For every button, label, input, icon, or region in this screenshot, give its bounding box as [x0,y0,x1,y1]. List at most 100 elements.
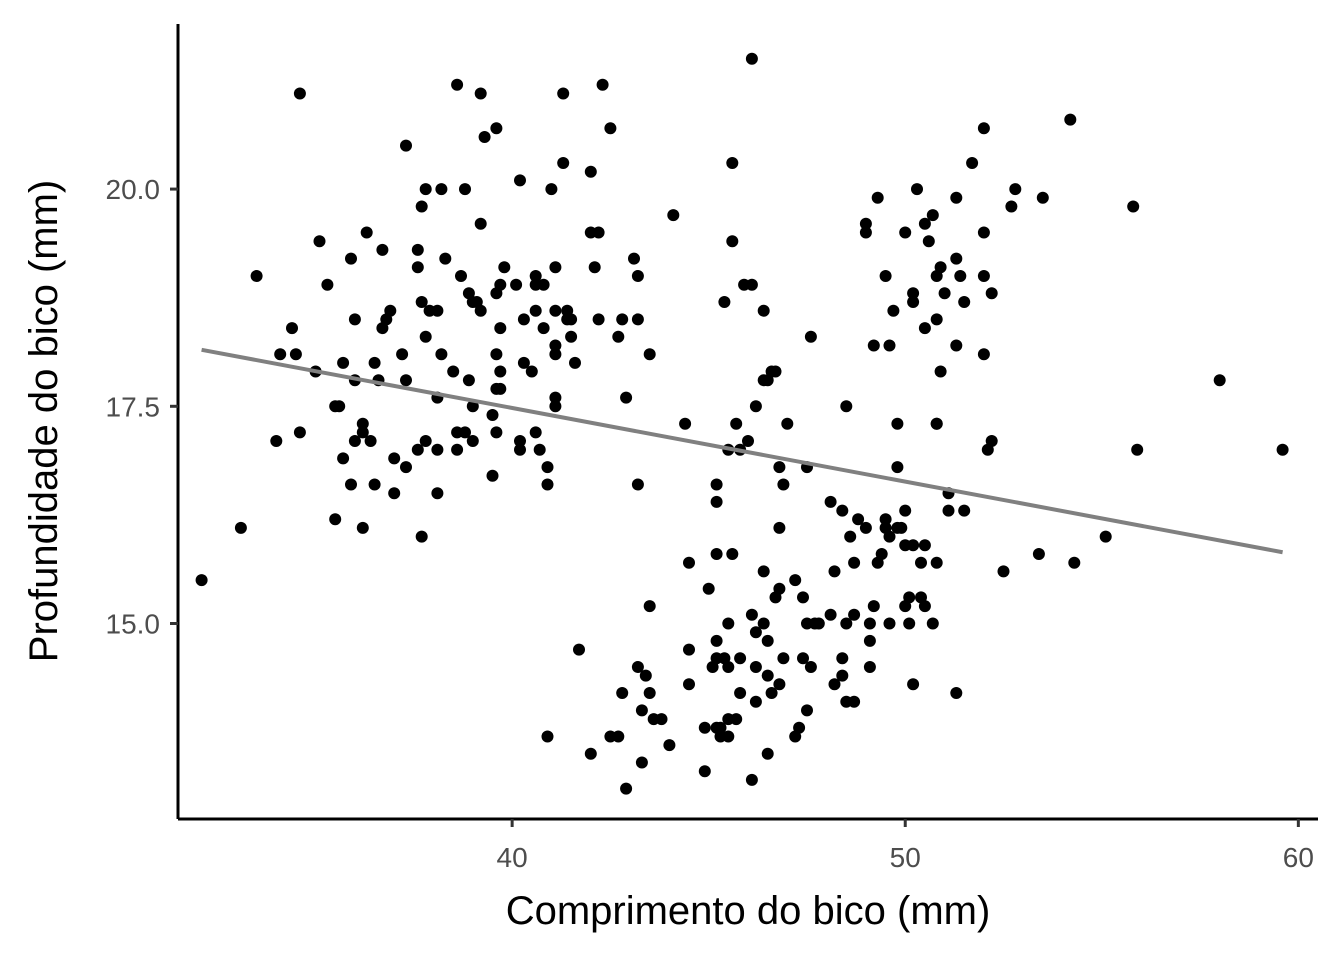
data-point [620,391,633,404]
data-point [773,582,786,595]
data-point [722,661,735,673]
data-point [918,600,931,613]
data-point [616,687,629,699]
data-point [533,443,546,456]
data-point [419,435,432,447]
data-point [494,365,507,378]
data-point [977,122,990,135]
data-point [702,582,715,595]
x-tick-label: 40 [497,842,528,873]
data-point [950,191,963,204]
data-point [631,478,644,491]
data-point [459,426,471,439]
data-point [922,235,935,248]
data-point [718,296,731,308]
data-point [415,296,428,308]
y-tick-label: 15.0 [106,609,161,640]
data-point [844,530,857,543]
data-point [628,252,640,265]
data-point [848,608,861,621]
data-point [396,348,409,361]
data-point [545,183,558,196]
data-point [793,721,806,734]
data-point [812,617,825,630]
data-point [289,348,302,361]
data-point [1005,200,1018,213]
data-point [541,730,554,743]
data-point [549,391,562,404]
data-point [411,243,424,256]
data-point [966,157,979,169]
y-tick-label: 20.0 [106,174,161,205]
data-point [356,521,369,534]
data-point [435,183,448,196]
data-point [514,174,526,187]
data-point [840,617,853,630]
data-point [439,252,452,265]
data-point [455,270,467,282]
data-point [584,165,597,178]
data-point [907,539,920,552]
data-point [722,617,735,630]
x-axis-title: Comprimento do bico (mm) [506,889,991,933]
data-point [977,270,990,282]
data-point [773,521,786,534]
data-point [997,565,1010,578]
data-point [337,452,350,465]
data-point [612,330,625,343]
data-point [836,669,849,682]
data-point [745,608,758,621]
data-point [930,417,943,430]
data-point [655,713,668,726]
data-point [734,687,747,699]
data-point [459,183,471,196]
data-point [631,313,644,326]
data-point [345,252,357,265]
data-point [195,574,208,587]
data-point [950,252,963,265]
data-point [447,365,460,378]
data-point [1032,548,1045,560]
trend-line [201,347,1283,555]
data-point [451,443,464,456]
data-point [745,52,758,65]
y-axis-title: Profundidade do bico (mm) [22,180,66,662]
data-point [824,495,837,508]
data-point [486,469,499,482]
data-point [635,756,648,769]
data-point [415,200,428,213]
data-point [867,339,880,352]
data-point [977,348,990,361]
data-point [490,122,503,135]
data-point [781,417,794,430]
data-point [899,504,912,517]
data-point [588,261,601,274]
data-point [824,608,837,621]
data-point [710,478,723,491]
data-point [804,330,817,343]
data-point [742,435,754,447]
data-point [745,773,758,786]
data-point [490,348,503,361]
data-point [891,417,904,430]
data-point [954,270,967,282]
data-point [494,382,507,395]
data-point [773,678,786,691]
data-point [730,713,743,726]
data-point [376,243,389,256]
data-point [765,687,778,699]
data-point [985,435,998,447]
data-point [384,304,397,317]
data-point [977,226,990,239]
y-tick-label: 17.5 [106,391,161,422]
data-point [525,365,538,378]
data-point [584,747,597,760]
data-point [761,747,774,760]
data-point [466,435,479,447]
data-point [510,278,523,291]
data-point [930,313,943,326]
data-point [663,739,676,752]
y-ticks: 15.0 17.5 20.0 [106,174,178,640]
data-point [517,313,530,326]
